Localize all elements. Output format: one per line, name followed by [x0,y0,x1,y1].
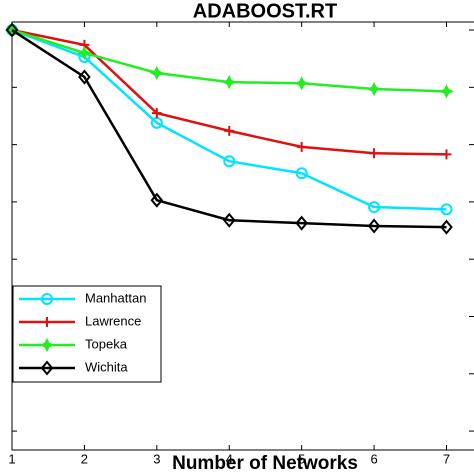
x-tick-label: 7 [443,451,450,466]
series-line [11,28,447,211]
marker [40,360,54,376]
x-tick-label: 1 [8,451,15,466]
x-tick-label: 2 [81,451,88,466]
marker [367,218,381,234]
plot-area [4,22,454,235]
marker [295,215,308,231]
marker [150,192,164,208]
marker [440,219,453,235]
marker [78,69,91,85]
marker [369,148,380,159]
marker [5,22,19,38]
legend-label: Manhattan [85,290,146,305]
marker [42,317,52,327]
marker [294,76,309,91]
marker [222,212,236,228]
marker [41,293,53,305]
marker [222,75,237,90]
marker [77,45,92,61]
marker [366,81,382,97]
marker [149,65,164,81]
marker [151,108,162,119]
marker [368,201,381,214]
series-line [11,28,447,229]
marker [223,155,236,168]
legend-label: Topeka [85,336,128,351]
x-axis-label: Number of Networks [172,453,358,474]
marker [295,167,308,180]
x-tick-label: 5 [298,451,305,466]
legend-label: Lawrence [85,313,141,328]
marker [224,125,235,136]
x-tick-label: 6 [370,451,377,466]
plot-frame [11,21,474,451]
marker [39,337,55,353]
legend-box [12,285,162,383]
marker [296,141,307,152]
x-tick-label: 4 [226,451,233,466]
marker [439,84,454,99]
marker [441,149,452,160]
x-tick-label: 3 [153,451,160,466]
legend-label: Wichita [85,359,128,374]
marker [440,203,453,216]
chart-title: ADABOOST.RT [193,0,337,22]
